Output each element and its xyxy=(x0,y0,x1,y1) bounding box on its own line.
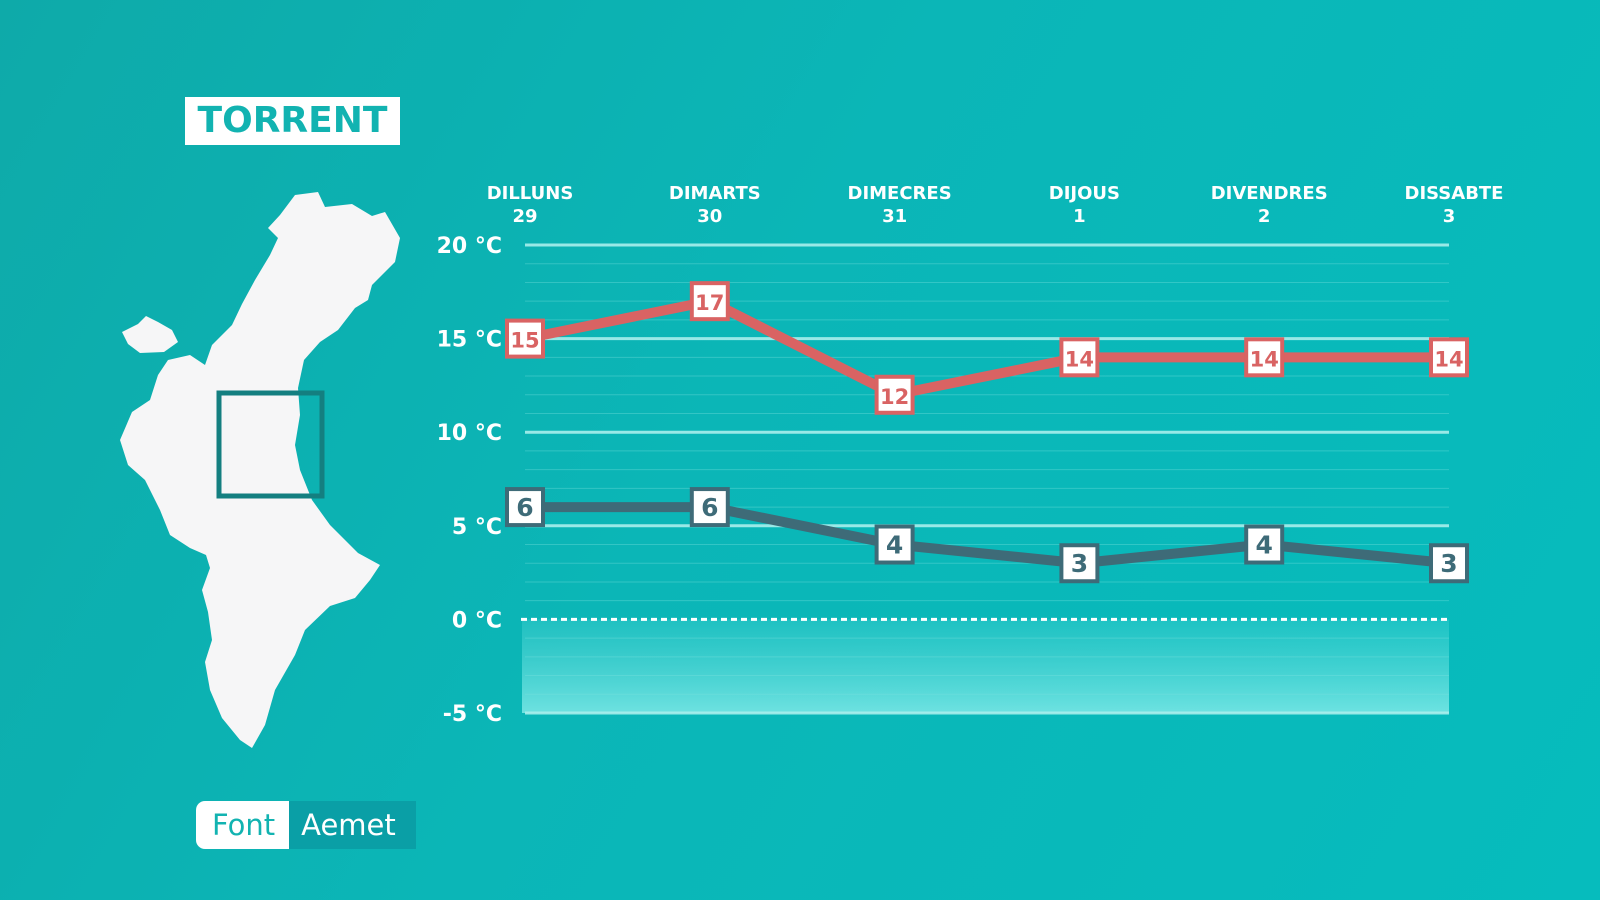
max-temperature-point: 17 xyxy=(689,281,730,322)
region-shape xyxy=(120,192,400,748)
min-value-label: 4 xyxy=(886,531,903,560)
y-tick-label: 20 °C xyxy=(437,234,502,259)
max-temperature-point: 14 xyxy=(1429,337,1469,378)
day-name-label: DIMECRES xyxy=(848,183,952,204)
min-value-label: 3 xyxy=(1071,549,1088,578)
source-value: Aemet xyxy=(289,801,416,849)
min-value-label: 4 xyxy=(1255,531,1272,560)
max-value-label: 14 xyxy=(1065,347,1094,371)
day-date-label: 30 xyxy=(697,206,722,227)
max-temperature-point: 14 xyxy=(1059,337,1100,378)
day-date-label: 29 xyxy=(512,206,537,227)
day-date-label: 31 xyxy=(882,206,907,227)
max-value-label: 14 xyxy=(1250,347,1279,371)
day-name-label: DISSABTE xyxy=(1405,183,1504,204)
day-name-label: DIJOUS xyxy=(1049,183,1120,204)
max-value-label: 17 xyxy=(695,291,724,315)
day-name-label: DIVENDRES xyxy=(1211,183,1328,204)
day-date-label: 2 xyxy=(1258,206,1271,227)
source-label: Font xyxy=(196,801,290,849)
min-temperature-line xyxy=(520,502,1454,569)
min-temperature-point: 6 xyxy=(505,487,545,528)
min-value-label: 6 xyxy=(516,493,533,522)
y-tick-label: 10 °C xyxy=(437,421,502,446)
location-title: TORRENT xyxy=(185,97,400,145)
day-name-label: DILLUNS xyxy=(487,183,574,204)
day-name-label: DIMARTS xyxy=(669,183,761,204)
below-zero-band xyxy=(522,619,1449,713)
day-date-label: 3 xyxy=(1443,206,1456,227)
min-value-label: 3 xyxy=(1440,549,1457,578)
min-temperature-point: 6 xyxy=(689,487,730,528)
y-axis-ticks: 20 °C 15 °C 10 °C 5 °C 0 °C -5 °C xyxy=(437,234,502,727)
location-marker xyxy=(216,390,325,499)
chart-bands xyxy=(522,619,1449,713)
y-tick-label: -5 °C xyxy=(443,702,502,727)
day-date-label: 1 xyxy=(1073,206,1086,227)
max-temperature-point: 12 xyxy=(874,374,915,415)
max-temperature-line xyxy=(520,296,1454,400)
y-tick-label: 0 °C xyxy=(452,608,502,633)
series-points: 15 17 12 14 14 14 6 6 4 3 4 3 xyxy=(505,281,1469,584)
max-temperature-point: 14 xyxy=(1244,337,1285,378)
series-lines xyxy=(520,296,1454,569)
min-temperature-point: 3 xyxy=(1059,543,1100,584)
max-value-label: 15 xyxy=(510,329,539,353)
min-temperature-point: 4 xyxy=(1244,524,1285,565)
max-value-label: 14 xyxy=(1434,347,1463,371)
max-value-label: 12 xyxy=(880,385,909,409)
y-tick-label: 15 °C xyxy=(437,328,502,353)
max-temperature-point: 15 xyxy=(505,318,545,359)
min-temperature-point: 3 xyxy=(1429,543,1469,584)
min-value-label: 6 xyxy=(701,493,718,522)
min-temperature-point: 4 xyxy=(874,524,915,565)
y-tick-label: 5 °C xyxy=(452,515,502,540)
source-badge: Font Aemet xyxy=(196,801,416,849)
